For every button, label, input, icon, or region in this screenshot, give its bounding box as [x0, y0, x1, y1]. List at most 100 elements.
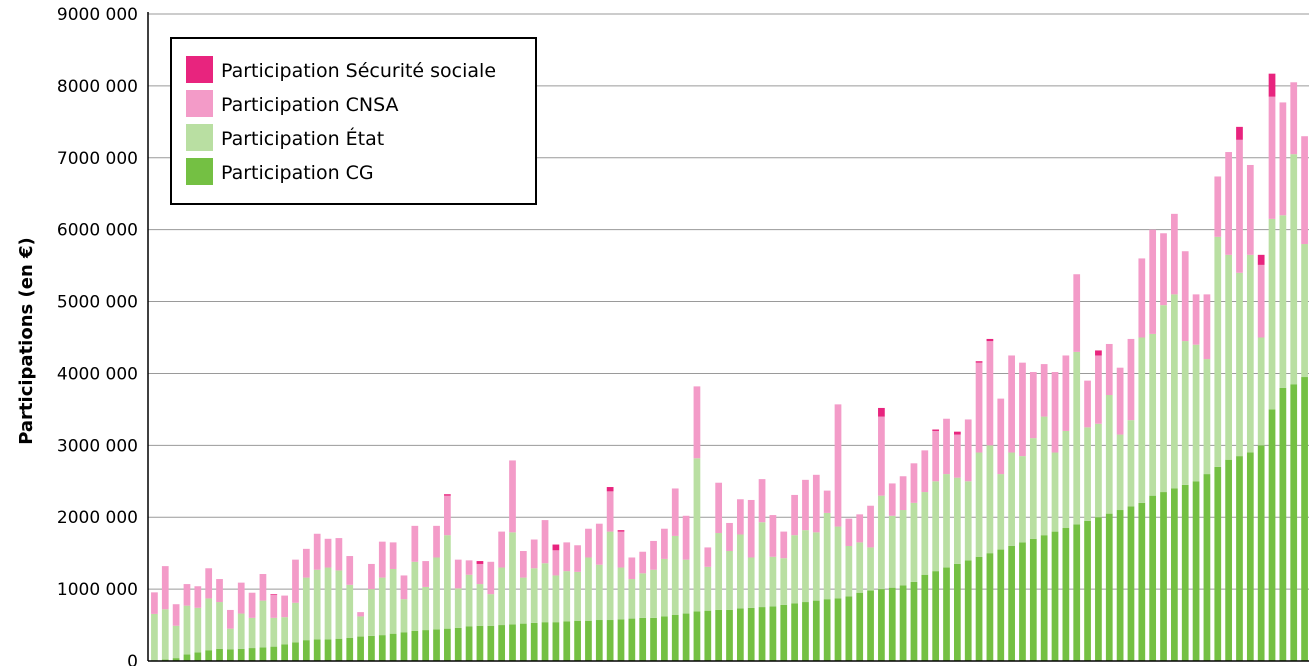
bar-segment	[715, 609, 723, 661]
bar-segment	[1257, 337, 1265, 446]
bar-segment	[454, 559, 462, 589]
bar-segment	[389, 633, 397, 661]
bar-segment	[552, 544, 560, 551]
bar-segment	[530, 622, 538, 661]
bar-segment	[802, 602, 809, 661]
bar-segment	[1029, 372, 1037, 439]
bar-segment	[715, 533, 723, 610]
bar-segment	[975, 556, 983, 661]
bar-segment	[237, 613, 245, 649]
bar-segment	[1257, 254, 1265, 265]
bar-segment	[1268, 73, 1276, 97]
bar-segment	[498, 625, 506, 661]
bar-segment	[194, 652, 202, 661]
bar-segment	[346, 556, 354, 585]
bar-segment	[812, 600, 820, 661]
bar-segment	[758, 479, 766, 523]
legend-label: Participation Sécurité sociale	[221, 60, 496, 82]
bar-segment	[237, 648, 245, 661]
bar-segment	[1095, 350, 1102, 356]
bar-segment	[194, 607, 202, 653]
bar-segment	[237, 582, 245, 614]
bar-segment	[1029, 438, 1037, 539]
bar-segment	[1029, 538, 1037, 661]
bar-segment	[1105, 395, 1113, 514]
bar-segment	[1073, 351, 1081, 525]
bar-segment	[541, 622, 549, 661]
bar-segment	[606, 620, 614, 661]
bar-segment	[1062, 528, 1070, 661]
bar-segment	[183, 605, 191, 655]
bar-segment	[726, 522, 733, 552]
bar-segment	[1116, 434, 1124, 511]
y-tick-label: 7000 000	[57, 149, 138, 169]
bar-segment	[791, 494, 798, 536]
bar-segment	[541, 520, 549, 564]
bar-segment	[1181, 251, 1189, 342]
bar-segment	[997, 474, 1005, 550]
bar-segment	[422, 561, 430, 587]
bar-segment	[454, 588, 462, 628]
y-tick-labels: 0 1000 000 2000 000 3000 000 4000 000 5000 00…	[57, 5, 138, 666]
bar-segment	[1279, 387, 1287, 661]
bar-segment	[823, 490, 831, 513]
bar-segment	[1051, 531, 1059, 661]
bar-segment	[954, 434, 961, 478]
bar-segment	[324, 567, 332, 640]
bar-segment	[921, 574, 929, 661]
bar-segment	[639, 551, 647, 574]
bar-segment	[1040, 535, 1048, 661]
y-tick-label: 6000 000	[57, 221, 138, 241]
y-tick-label: 1000 000	[57, 580, 138, 600]
bar-segment	[357, 636, 364, 661]
bar-segment	[888, 587, 896, 661]
bar-segment	[346, 638, 354, 661]
bar-segment	[932, 481, 940, 572]
bar-segment	[661, 616, 668, 661]
legend-swatch	[186, 124, 213, 151]
bar-segment	[357, 616, 364, 637]
bar-segment	[1236, 272, 1243, 457]
bar-segment	[1268, 218, 1276, 410]
y-tick-label: 8000 000	[57, 77, 138, 97]
bar-segment	[281, 644, 288, 661]
bar-segment	[802, 530, 809, 603]
bar-segment	[856, 514, 864, 543]
bar-segment	[1268, 409, 1276, 661]
bar-segment	[227, 649, 234, 661]
bar-segment	[606, 487, 614, 492]
bar-segment	[758, 522, 766, 608]
bar-segment	[823, 599, 831, 661]
bar-segment	[910, 502, 918, 582]
bar-segment	[248, 648, 256, 661]
bar-segment	[1062, 430, 1070, 529]
bar-segment	[530, 539, 538, 569]
bar-segment	[617, 567, 625, 620]
bar-segment	[1192, 294, 1200, 345]
bar-segment	[509, 624, 516, 661]
bar-segment	[270, 594, 278, 595]
bar-segment	[1214, 466, 1222, 661]
bar-segment	[986, 553, 994, 661]
bar-segment	[335, 638, 343, 661]
bar-segment	[997, 398, 1005, 475]
bar-segment	[335, 570, 343, 639]
bar-segment	[498, 567, 506, 626]
bar-segment	[964, 560, 972, 661]
bar-segment	[628, 579, 636, 619]
bar-segment	[465, 626, 473, 661]
bar-segment	[834, 404, 842, 527]
bar-segment	[1062, 355, 1070, 431]
bar-segment	[1138, 337, 1146, 503]
bar-segment	[433, 557, 440, 630]
bars	[151, 73, 1308, 661]
bar-segment	[465, 574, 473, 627]
bar-segment	[487, 561, 495, 595]
legend-swatch	[186, 56, 213, 83]
bar-segment	[259, 647, 267, 661]
bar-segment	[357, 612, 364, 617]
bar-segment	[1138, 502, 1146, 661]
bar-segment	[292, 602, 299, 643]
bar-segment	[378, 577, 386, 636]
legend: Participation Sécurité sociale Participat…	[170, 37, 537, 205]
